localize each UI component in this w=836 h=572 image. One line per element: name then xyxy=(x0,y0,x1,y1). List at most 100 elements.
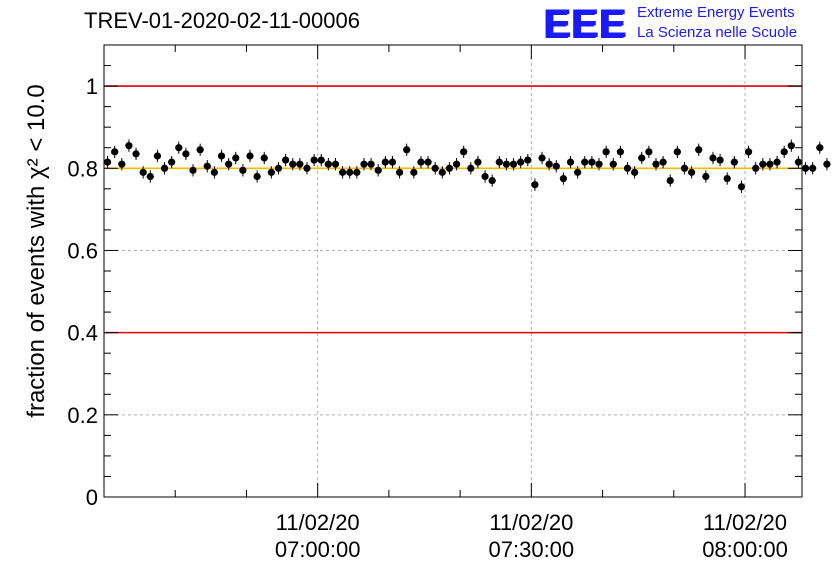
reference-lines xyxy=(104,85,802,334)
marker xyxy=(232,154,240,162)
data-point xyxy=(153,149,162,163)
marker xyxy=(339,168,347,176)
data-point xyxy=(509,158,518,171)
data-point xyxy=(303,162,311,175)
marker xyxy=(239,166,247,174)
marker xyxy=(431,164,439,172)
marker xyxy=(424,158,432,166)
data-points xyxy=(103,139,831,193)
data-point xyxy=(737,180,746,193)
data-point xyxy=(331,158,340,171)
marker xyxy=(574,168,582,176)
data-point xyxy=(346,166,354,179)
marker xyxy=(688,168,696,176)
data-point xyxy=(289,158,297,171)
x-tick-date-label: 11/02/20 xyxy=(489,510,573,535)
marker xyxy=(267,168,275,176)
data-point xyxy=(246,149,254,163)
marker xyxy=(324,160,332,168)
marker xyxy=(595,160,603,168)
marker xyxy=(794,158,803,166)
data-point xyxy=(773,155,781,169)
marker xyxy=(153,152,162,160)
marker xyxy=(801,164,810,172)
marker xyxy=(381,158,389,166)
marker xyxy=(310,156,318,164)
marker xyxy=(609,160,617,168)
marker xyxy=(581,158,589,166)
marker xyxy=(602,148,610,156)
data-point xyxy=(296,158,304,171)
data-point xyxy=(324,158,332,171)
data-point xyxy=(659,155,667,169)
data-point xyxy=(809,162,817,175)
data-point xyxy=(652,158,660,171)
data-point xyxy=(602,145,610,158)
data-point xyxy=(374,164,382,177)
data-point xyxy=(395,166,404,179)
run-title: TREV-01-2020-02-11-00006 xyxy=(84,8,360,33)
marker xyxy=(210,168,218,176)
marker xyxy=(452,160,461,168)
marker xyxy=(467,164,475,172)
y-tick-label: 1 xyxy=(86,74,98,99)
marker xyxy=(353,168,361,176)
y-tick-label: 0 xyxy=(86,485,98,510)
marker xyxy=(346,168,354,176)
data-point xyxy=(168,155,176,169)
data-point xyxy=(274,162,283,175)
data-point xyxy=(225,158,233,171)
data-point xyxy=(517,155,525,169)
data-point xyxy=(452,158,461,171)
data-point xyxy=(488,174,496,187)
data-point xyxy=(232,151,240,165)
marker xyxy=(531,181,539,189)
data-point xyxy=(339,166,347,179)
marker xyxy=(481,172,489,181)
data-point xyxy=(666,174,674,187)
data-point xyxy=(253,170,261,183)
data-point xyxy=(645,145,653,158)
marker xyxy=(616,148,624,156)
data-point xyxy=(552,160,560,173)
marker xyxy=(737,183,746,191)
marker xyxy=(274,164,283,172)
data-point xyxy=(673,145,681,158)
data-point xyxy=(267,166,275,179)
data-point xyxy=(118,158,126,171)
marker xyxy=(296,160,304,168)
data-point xyxy=(189,164,197,177)
marker xyxy=(403,146,411,154)
marker xyxy=(225,160,233,168)
marker xyxy=(488,177,496,185)
data-point xyxy=(310,153,318,167)
data-point xyxy=(381,155,389,169)
marker xyxy=(773,158,781,166)
marker xyxy=(168,158,176,166)
marker xyxy=(303,164,311,172)
data-point xyxy=(160,162,169,175)
data-point xyxy=(631,166,639,179)
marker xyxy=(524,156,532,164)
marker xyxy=(374,166,382,174)
marker xyxy=(509,160,518,168)
marker xyxy=(410,168,418,176)
data-point xyxy=(759,158,767,171)
marker xyxy=(566,158,575,166)
marker xyxy=(360,160,368,168)
marker xyxy=(367,160,375,168)
data-point xyxy=(360,158,368,171)
data-point xyxy=(816,141,824,154)
marker xyxy=(388,158,397,166)
data-point xyxy=(680,162,689,175)
data-point xyxy=(182,147,190,161)
data-point xyxy=(502,158,511,171)
brand-line-1: Extreme Energy Events xyxy=(637,4,795,21)
marker xyxy=(545,160,553,168)
y-tick-label: 0.6 xyxy=(67,238,98,263)
marker xyxy=(702,172,710,181)
data-point xyxy=(460,145,468,158)
marker xyxy=(666,177,674,185)
marker xyxy=(474,158,482,166)
marker xyxy=(716,156,724,164)
